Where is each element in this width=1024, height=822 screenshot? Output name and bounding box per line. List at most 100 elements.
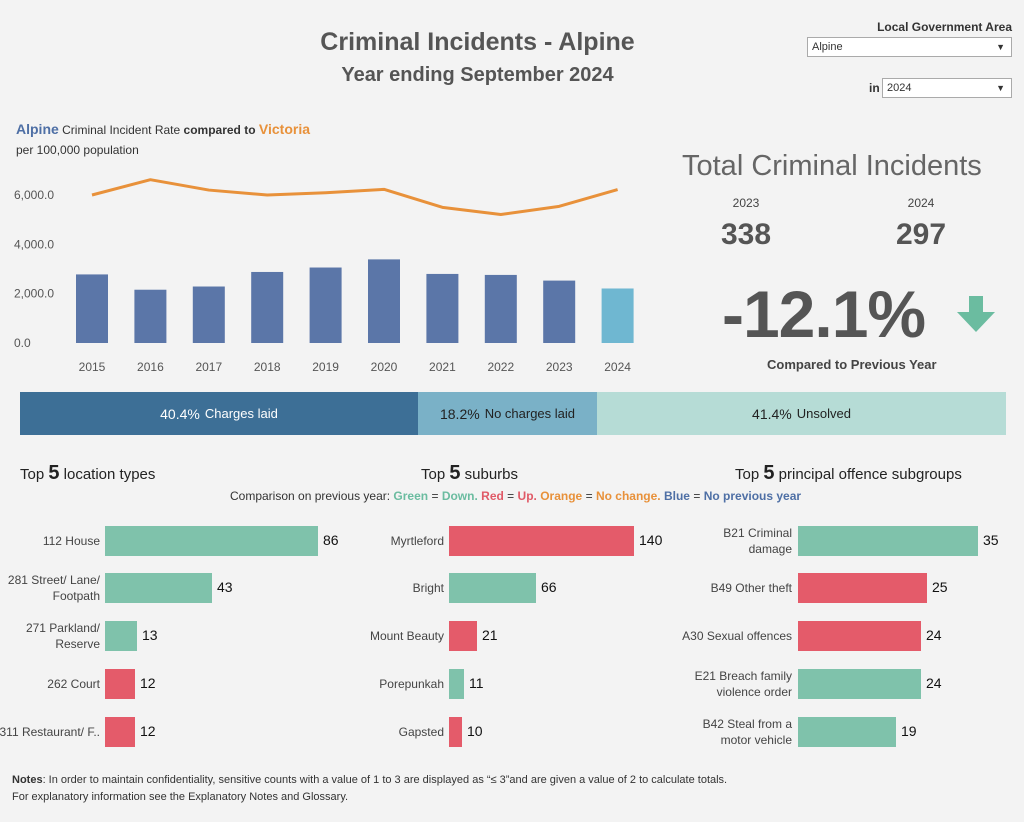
legend-prefix: Comparison on previous year: — [230, 489, 391, 503]
y-tick-label: 2,000.0 — [14, 287, 54, 301]
year-prev-label: 2023 — [732, 196, 760, 210]
legend-eq: = — [693, 489, 701, 503]
status-pct: 18.2% — [439, 405, 480, 422]
offence-row-label: E21 Breach family violence order — [694, 669, 792, 699]
location-bar[interactable] — [105, 669, 135, 699]
offence-bar[interactable] — [798, 573, 927, 603]
notes-line1: : In order to maintain confidentiality, … — [42, 774, 728, 786]
lga-select-value: Alpine — [812, 41, 843, 53]
suburb-row-label: Bright — [412, 581, 444, 595]
x-tick-label: 2018 — [254, 360, 281, 374]
y-tick-label: 6,000.0 — [14, 188, 54, 202]
lga-select[interactable]: Alpine ▼ — [807, 37, 1012, 57]
suburb-bar-value: 10 — [467, 723, 483, 739]
top-word: Top — [421, 466, 446, 483]
location-bar-value: 43 — [217, 579, 233, 595]
suburb-bar-value: 66 — [541, 579, 557, 595]
legend-down: Down. — [441, 489, 478, 503]
alpine-bar-2024[interactable] — [601, 288, 634, 343]
alpine-bar-2020[interactable] — [368, 259, 400, 343]
offence-bar-value: 24 — [926, 627, 942, 643]
legend-up: Up. — [517, 489, 537, 503]
location-bar-value: 12 — [140, 723, 156, 739]
top-locations-title: Top 5 location types — [20, 462, 155, 485]
alpine-bar-2023[interactable] — [543, 280, 576, 343]
x-tick-label: 2019 — [312, 360, 339, 374]
suburb-bar-value: 140 — [639, 532, 663, 548]
location-bar[interactable] — [105, 717, 135, 747]
location-bar-value: 86 — [323, 532, 339, 548]
notes: Notes: In order to maintain confidential… — [12, 772, 727, 806]
legend-eq: = — [585, 489, 593, 503]
x-tick-label: 2021 — [429, 360, 456, 374]
notes-line2: For explanatory information see the Expl… — [12, 791, 349, 803]
suburb-bar-value: 21 — [482, 627, 498, 643]
offence-row-label: B49 Other theft — [710, 581, 792, 595]
alpine-bar-2018[interactable] — [251, 271, 284, 343]
rate-title-alpine: Alpine — [16, 121, 59, 137]
legend-green: Green — [393, 489, 429, 503]
x-tick-label: 2023 — [546, 360, 573, 374]
x-tick-label: 2020 — [371, 360, 398, 374]
top-n: 5 — [763, 462, 775, 484]
suburb-bar[interactable] — [449, 573, 536, 603]
location-bar[interactable] — [105, 526, 318, 556]
page-title: Criminal Incidents - Alpine — [320, 28, 635, 56]
offence-bar-value: 35 — [983, 532, 999, 548]
top-offences-title: Top 5 principal offence subgroups — [735, 462, 962, 485]
year-curr-label: 2024 — [907, 196, 935, 210]
year-select[interactable]: 2024 ▼ — [882, 78, 1012, 98]
status-label: Charges laid — [204, 406, 278, 421]
offence-bar-value: 25 — [932, 579, 948, 595]
legend-nochange: No change. — [595, 489, 661, 503]
top-offences-label: principal offence subgroups — [778, 466, 962, 483]
offence-bar-value: 19 — [901, 723, 917, 739]
location-row-label: 262 Court — [47, 677, 100, 691]
alpine-bar-2017[interactable] — [192, 286, 225, 343]
offence-bar[interactable] — [798, 621, 921, 651]
location-row-label: 3311 Restaurant/ F.. — [0, 725, 100, 739]
offence-bar[interactable] — [798, 717, 896, 747]
location-row-label: 271 Parkland/ Reserve — [25, 621, 100, 651]
down-arrow-icon — [957, 296, 995, 332]
percent-change-label: Compared to Previous Year — [767, 357, 937, 372]
rate-title-compared: compared to — [183, 123, 256, 137]
top-word: Top — [735, 466, 760, 483]
location-bar[interactable] — [105, 621, 137, 651]
offence-bar[interactable] — [798, 669, 921, 699]
lga-filter-label: Local Government Area — [877, 20, 1012, 34]
percent-change: -12.1% — [722, 277, 926, 351]
victoria-rate-line[interactable] — [91, 178, 619, 216]
offence-bar[interactable] — [798, 526, 978, 556]
suburb-bar[interactable] — [449, 669, 464, 699]
status-segment-no-charges: 18.2% No charges laid — [418, 392, 597, 435]
top-n: 5 — [48, 462, 60, 484]
alpine-bar-2021[interactable] — [426, 273, 459, 343]
year-select-value: 2024 — [887, 82, 912, 94]
notes-label: Notes — [12, 774, 43, 786]
rate-title-victoria: Victoria — [258, 121, 310, 137]
alpine-bar-2016[interactable] — [134, 289, 167, 343]
location-bar[interactable] — [105, 573, 212, 603]
status-segment-charges-laid: 40.4% Charges laid — [20, 392, 418, 435]
y-tick-label: 0.0 — [14, 336, 31, 350]
top-locations-label: location types — [63, 466, 156, 483]
location-bar-value: 12 — [140, 675, 156, 691]
suburb-bar[interactable] — [449, 621, 477, 651]
status-pct: 41.4% — [752, 405, 792, 422]
x-tick-label: 2017 — [195, 360, 222, 374]
top-suburbs-label: suburbs — [464, 466, 519, 483]
alpine-bar-2015[interactable] — [76, 274, 108, 343]
alpine-bar-2019[interactable] — [309, 267, 342, 343]
offence-row-label: B42 Steal from a motor vehicle — [702, 717, 792, 747]
rate-chart-subtitle: per 100,000 population — [16, 143, 139, 157]
total-incidents-title: Total Criminal Incidents — [682, 150, 982, 182]
rate-chart-title: Alpine Criminal Incident Rate compared t… — [16, 121, 310, 137]
status-segment-unsolved: 41.4% Unsolved — [597, 392, 1006, 435]
alpine-bar-2022[interactable] — [484, 274, 517, 343]
year-curr-value: 297 — [895, 218, 947, 251]
suburb-row-label: Mount Beauty — [369, 629, 444, 643]
x-tick-label: 2016 — [137, 360, 164, 374]
suburb-bar[interactable] — [449, 717, 462, 747]
suburb-bar[interactable] — [449, 526, 634, 556]
